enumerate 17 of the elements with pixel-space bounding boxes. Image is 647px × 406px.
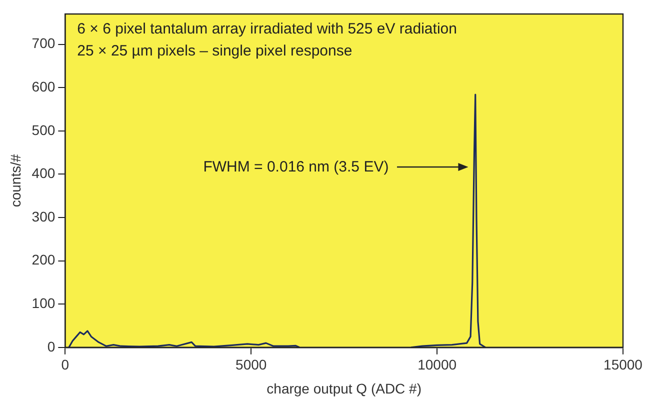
x-axis-title: charge output Q (ADC #) bbox=[266, 380, 422, 396]
y-tick-label: 100 bbox=[32, 294, 56, 311]
y-tick-label: 600 bbox=[32, 78, 56, 94]
y-axis-title: counts/# bbox=[7, 154, 24, 208]
x-tick-label: 0 bbox=[61, 356, 70, 373]
x-tick-label: 10000 bbox=[418, 356, 457, 373]
x-tick-label: 15000 bbox=[604, 356, 643, 373]
y-tick-label: 400 bbox=[32, 165, 56, 182]
y-tick-label: 200 bbox=[32, 252, 56, 268]
annotation: FWHM = 0.016 nm (3.5 EV) bbox=[203, 158, 389, 176]
y-tick-label: 0 bbox=[47, 338, 56, 354]
y-tick-label: 500 bbox=[32, 122, 56, 138]
x-tick-label: 5000 bbox=[236, 356, 267, 373]
y-tick-label: 700 bbox=[32, 35, 56, 52]
y-tick-label: 300 bbox=[32, 208, 56, 224]
text: 6 × 6 pixel tantalum array irradiated with 525 eV radiation bbox=[77, 20, 457, 38]
text: 25 × 25 µm pixels – single pixel response bbox=[77, 42, 352, 60]
